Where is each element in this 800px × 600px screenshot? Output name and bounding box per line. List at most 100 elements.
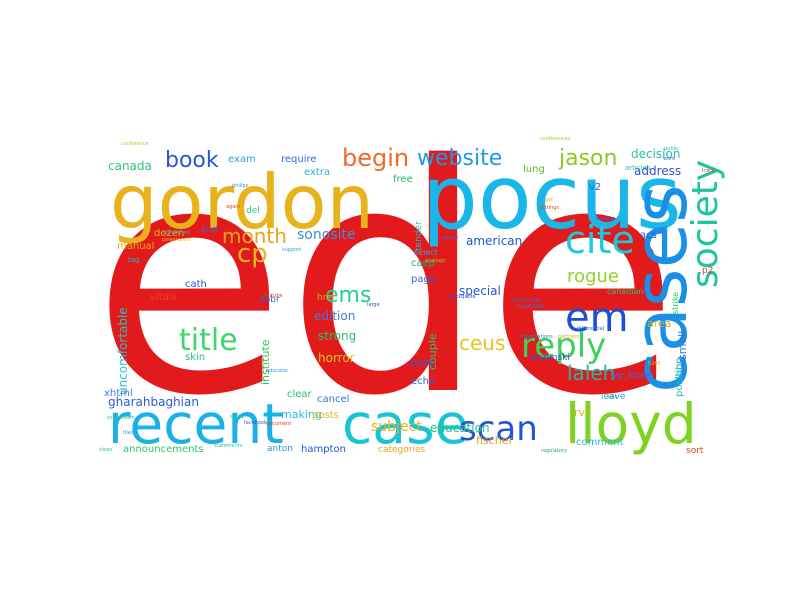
word-p2: p2 [702,266,713,276]
word-educator: educator [266,368,289,374]
word-comment: comment [576,437,624,448]
word-large: large [367,302,380,308]
word-ede: ede [92,99,680,465]
word-skin: skin [185,352,205,363]
word-sonosite: sonosite [297,227,356,243]
word-hampton: hampton [301,444,346,455]
word-fulfill: fulfill [648,361,660,367]
word-document: document [266,421,291,427]
word-sort: sort [686,446,704,456]
word-reply: reply [521,326,606,366]
word-clear: clear [287,389,313,400]
word-public: public [664,146,679,152]
word-month: month [222,224,287,248]
word-wp-footer: wp_footer [610,371,655,381]
word-analogic: analogic [425,258,446,264]
word-book: book [165,148,219,173]
word-track: track [702,168,715,174]
word-solostream: solostream [107,415,135,421]
word-ultrasound: ultrasound [163,230,190,236]
word-laleh: laleh [567,361,615,385]
word-categories: categories [378,445,425,455]
word-ems: ems [325,283,371,308]
word-edit: edit [607,394,617,400]
word-unsolicited: unsolicited [517,304,544,310]
word-vitals: vitals [150,292,177,303]
word-settings: settings [539,205,559,211]
word-lung: lung [523,164,545,175]
word-homemade: homemade [513,298,541,304]
word-anton: anton [267,444,293,454]
word-gharahbaghian: gharahbaghian [108,395,199,409]
word-free: free [393,174,413,185]
word-conferences: conferences [540,136,571,142]
word-lloyd: lloyd [565,392,697,456]
word-surveys: surveys [596,216,616,222]
word-href: href [317,293,336,303]
word-facebook: facebook [244,420,267,426]
word-cases: cases [618,184,704,393]
word-area: area [647,317,672,330]
word-again: again [226,204,240,210]
word-education: education [430,421,490,435]
word-decision: decision [631,147,680,161]
cloud-background [100,130,720,460]
word-strong: strong [318,329,356,343]
word-ceus: ceus [459,331,505,355]
word-address: address [634,164,681,178]
word-case: case [342,392,468,456]
word-support: support [282,247,301,253]
word-canadian: canadian [607,287,644,296]
word-jason: jason [558,146,617,171]
word-tag: tag [128,256,139,264]
word-gel: gel [545,197,553,203]
word-olszynski: olszynski [529,353,570,363]
word-caep: caep [411,258,435,269]
word-exam: exam [228,154,256,165]
word-subject: subject [371,419,422,435]
word-em: em [565,295,629,341]
word-society: society [685,160,726,288]
word-echo: echo [411,376,435,387]
word-require: require [281,154,317,165]
word-differential: differential [577,326,604,332]
word-canada: canada [108,159,152,173]
word-v2: v2 [589,182,601,193]
word-rogue: rogue [567,266,619,287]
word-lab: lab [674,364,685,379]
word-position: position [674,357,685,397]
word-powerpoint: powerpoint [162,237,190,243]
word-announcements: announcements [123,444,204,455]
word-select: select [414,248,438,257]
word-uncomfortable: uncomfortable [116,307,130,395]
word-clean: clean [99,447,112,453]
word-leave: leave [601,392,626,402]
word-abbr: abbr [259,295,280,305]
word-dozen: dozen [154,228,184,239]
word-cancel: cancel [317,394,349,405]
word-making: making [281,408,322,421]
word-rv: rv [574,406,586,419]
word-gordon: gordon [110,158,374,246]
word-conference: conference [121,141,149,147]
word-partners: partners [558,334,580,340]
word-philips: philips [232,183,249,189]
word-couple: couple [426,333,439,370]
word-title: title [179,323,238,358]
word-articles: articles [625,164,651,172]
word-acs: acs [640,230,657,241]
word-organizations: organizations [519,334,553,340]
word-extra: extra [304,167,330,178]
word-youtube: youtube [262,293,283,299]
word-strike: strike [671,292,680,314]
word-xhtml: xhtml [104,388,133,399]
word-statements: statements [214,443,243,449]
word-page: page [411,274,436,285]
word-recent: recent [108,392,284,456]
word-spoke: spoke [230,414,245,420]
word-cp: cp [237,239,268,269]
word-device: device [442,235,458,241]
word-begin: begin [342,144,409,172]
word-peds: peds [410,358,434,369]
